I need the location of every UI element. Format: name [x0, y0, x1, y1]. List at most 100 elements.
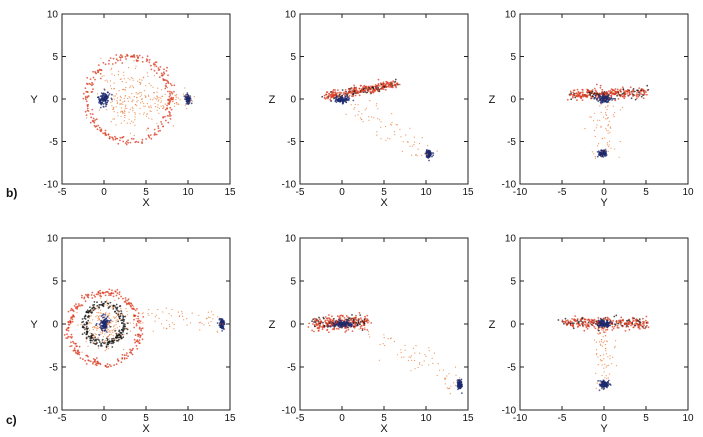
x-tick-label: 0: [339, 413, 345, 424]
row-label-b: b): [6, 186, 17, 200]
data-point: [606, 144, 608, 146]
data-point: [335, 98, 337, 101]
data-point: [220, 320, 222, 323]
data-point: [98, 306, 101, 309]
data-point: [340, 92, 343, 94]
data-point: [94, 125, 97, 128]
data-point: [141, 94, 143, 96]
data-point: [120, 78, 122, 80]
data-point: [99, 106, 102, 109]
data-point: [99, 77, 102, 80]
data-point: [108, 330, 110, 332]
data-point: [106, 79, 108, 81]
data-point: [132, 79, 134, 81]
data-point: [87, 293, 89, 296]
data-point: [145, 138, 148, 140]
data-point: [638, 91, 640, 94]
data-point: [325, 322, 328, 325]
x-axis-label: Y: [600, 197, 608, 209]
data-point: [84, 300, 87, 303]
data-point: [111, 105, 113, 107]
data-point: [136, 96, 138, 98]
data-point: [379, 343, 381, 346]
data-point: [138, 339, 141, 341]
data-point: [162, 311, 164, 313]
data-point: [603, 99, 605, 102]
data-point: [594, 157, 597, 159]
data-point: [142, 77, 144, 79]
data-point: [175, 94, 178, 96]
data-point: [148, 105, 150, 107]
data-point: [94, 78, 96, 81]
data-point: [83, 323, 86, 326]
data-point: [112, 320, 114, 323]
data-point: [129, 79, 131, 81]
data-point: [121, 322, 123, 324]
data-point: [603, 340, 606, 342]
data-point: [98, 317, 101, 319]
data-point: [313, 321, 315, 323]
y-tick-label: 0: [290, 95, 296, 106]
data-point: [318, 316, 320, 319]
data-point: [131, 93, 133, 95]
data-point: [596, 124, 598, 126]
data-point: [621, 93, 624, 95]
data-point: [98, 126, 101, 129]
data-point: [407, 359, 409, 362]
data-point: [125, 308, 127, 310]
data-point: [122, 140, 125, 143]
data-point: [596, 324, 599, 326]
data-point: [615, 320, 618, 323]
data-point: [209, 324, 211, 327]
data-point: [394, 78, 397, 81]
y-tick-label: -5: [507, 137, 516, 148]
data-point: [138, 54, 141, 57]
data-point: [117, 297, 120, 300]
data-point: [603, 320, 606, 322]
data-point: [164, 103, 166, 105]
data-point: [125, 104, 127, 106]
data-point: [111, 346, 114, 348]
data-point: [151, 118, 153, 120]
data-point: [119, 309, 122, 312]
data-point: [308, 322, 310, 325]
data-point: [104, 291, 106, 294]
data-point: [444, 378, 446, 381]
data-point: [611, 363, 613, 365]
data-point: [121, 55, 123, 57]
data-point: [611, 325, 614, 328]
data-point: [104, 63, 107, 66]
data-point: [637, 89, 639, 92]
data-point: [97, 317, 99, 320]
data-point: [112, 108, 114, 110]
y-tick-label: 0: [52, 95, 58, 106]
y-tick-label: -5: [49, 137, 58, 148]
data-point: [124, 323, 126, 326]
data-point: [173, 105, 176, 107]
data-point: [590, 321, 592, 323]
data-point: [113, 82, 115, 84]
data-point: [428, 350, 430, 352]
data-point: [109, 85, 112, 87]
data-point: [111, 289, 113, 292]
data-point: [221, 320, 224, 323]
data-point: [108, 294, 110, 297]
data-point: [111, 305, 114, 307]
data-point: [97, 326, 99, 328]
plot-frame: [61, 13, 231, 185]
data-point: [327, 319, 329, 322]
data-point: [457, 385, 459, 388]
data-point: [122, 101, 124, 103]
data-point: [572, 325, 575, 328]
data-point: [138, 342, 141, 344]
data-point: [129, 304, 132, 307]
data-point: [613, 315, 616, 318]
data-point: [115, 106, 117, 108]
data-point: [337, 97, 340, 100]
data-point: [104, 98, 107, 101]
data-point: [129, 122, 131, 124]
data-point: [85, 325, 88, 328]
data-point: [186, 97, 189, 100]
data-point: [316, 319, 319, 322]
data-point: [594, 96, 597, 99]
